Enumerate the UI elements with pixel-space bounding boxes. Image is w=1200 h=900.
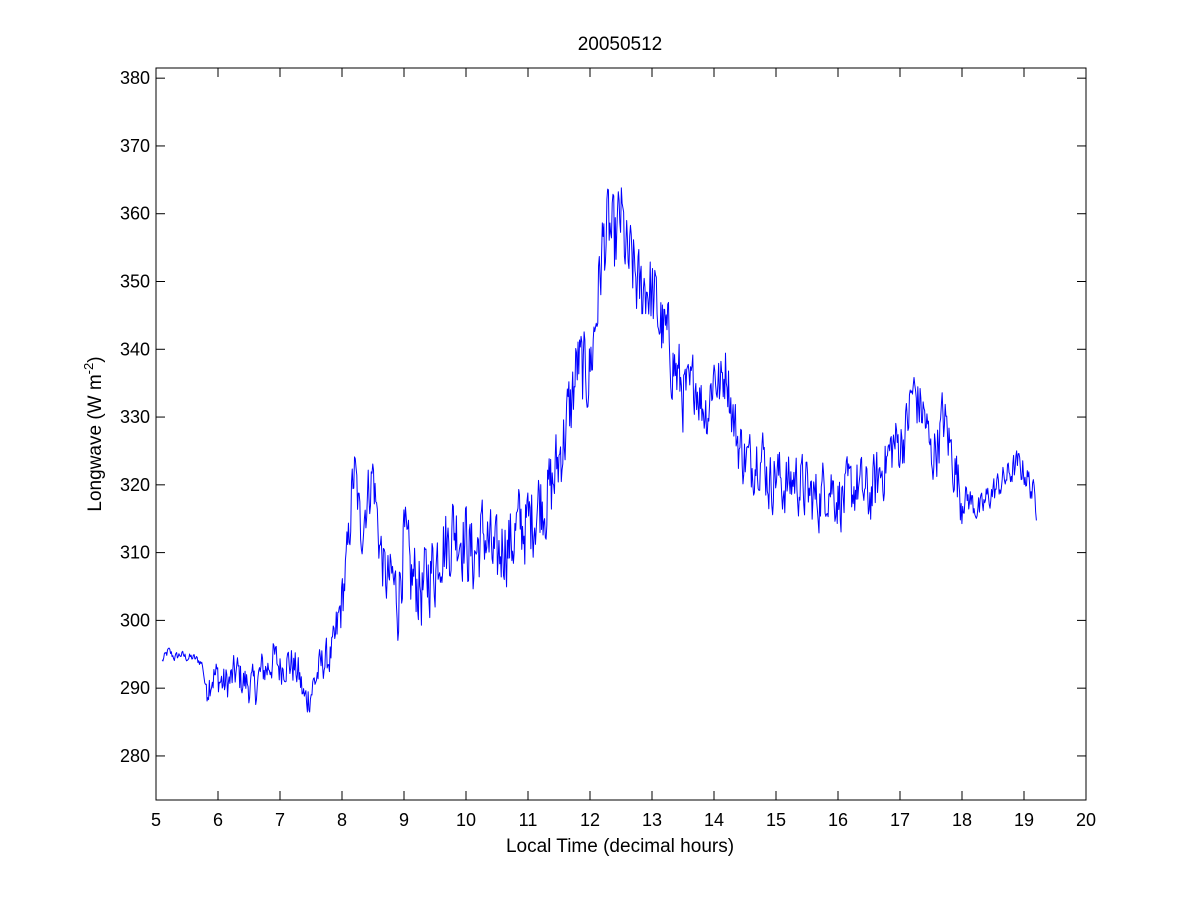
series-line — [161, 187, 1037, 713]
y-tick-label: 310 — [120, 543, 150, 563]
x-tick-label: 16 — [828, 810, 848, 830]
x-tick-label: 9 — [399, 810, 409, 830]
y-tick-label: 340 — [120, 339, 150, 359]
x-tick-label: 17 — [890, 810, 910, 830]
x-tick-label: 5 — [151, 810, 161, 830]
x-tick-label: 7 — [275, 810, 285, 830]
x-tick-label: 10 — [456, 810, 476, 830]
y-tick-label: 300 — [120, 610, 150, 630]
y-axis-title: Longwave (W m-2) — [81, 356, 106, 511]
x-tick-label: 8 — [337, 810, 347, 830]
x-tick-label: 18 — [952, 810, 972, 830]
y-axis-title-main: Longwave (W m — [85, 374, 106, 511]
y-axis-title-superscript: -2 — [81, 363, 96, 375]
y-tick-label: 290 — [120, 678, 150, 698]
axes-box — [155, 67, 1087, 801]
data-layer — [161, 187, 1037, 713]
x-tick-label: 15 — [766, 810, 786, 830]
x-tick-label: 14 — [704, 810, 724, 830]
x-tick-label: 12 — [580, 810, 600, 830]
x-tick-label: 13 — [642, 810, 662, 830]
y-tick-label: 370 — [120, 136, 150, 156]
tick-layer: 5 6 7 8 9 10 11 12 13 14 15 16 17 18 19 20 280 290 300 310 3… — [120, 68, 1096, 830]
plot-area: 5 6 7 8 9 10 11 12 13 14 15 16 17 18 19 20 280 290 300 310 3… — [120, 67, 1096, 830]
y-axis-title-close: ) — [85, 356, 106, 362]
y-tick-label: 280 — [120, 746, 150, 766]
y-tick-label: 360 — [120, 204, 150, 224]
y-tick-label: 320 — [120, 475, 150, 495]
chart-title: 20050512 — [578, 34, 663, 55]
x-axis-title: Local Time (decimal hours) — [506, 836, 734, 857]
x-tick-label: 19 — [1014, 810, 1034, 830]
y-tick-label: 350 — [120, 272, 150, 292]
x-tick-label: 6 — [213, 810, 223, 830]
y-tick-label: 330 — [120, 407, 150, 427]
x-tick-label: 11 — [519, 810, 538, 830]
x-tick-label: 20 — [1076, 810, 1096, 830]
y-tick-label: 380 — [120, 68, 150, 88]
